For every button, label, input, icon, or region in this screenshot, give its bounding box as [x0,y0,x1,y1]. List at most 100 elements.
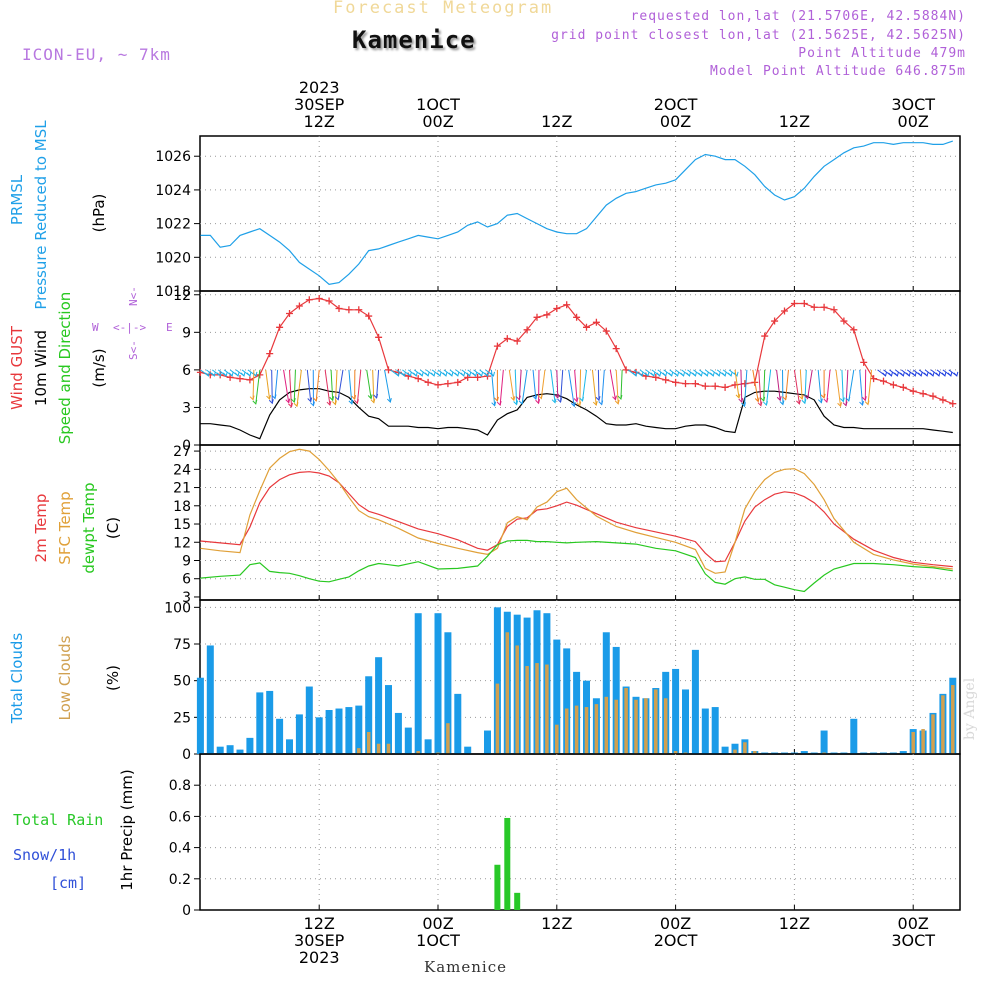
wind-arrow-head [686,371,692,377]
wind-arrow [499,369,504,406]
wind-arrow-head [674,371,680,377]
gust-point [899,383,907,391]
gust-point [949,400,957,408]
wind-arrow [366,369,372,399]
wind-arrow-head [351,394,357,401]
wind-arrow-head [510,396,516,402]
clouds-bar-total-clouds [256,692,264,754]
top-time-label: 12Z [779,112,810,131]
wind-arrow [252,369,255,400]
gust-point [583,323,590,331]
wind-arrow-head [271,394,277,400]
pressure-series-label: PRMSL [8,174,26,225]
product-title: Forecast Meteogram [333,0,554,18]
gust-point [414,375,422,383]
gust-point [493,342,501,350]
wind-arrow-head [491,401,497,407]
gust-point [919,390,927,398]
wind-arrow-head [861,396,867,402]
clouds-bar-low-clouds [733,749,737,754]
dewpt-series-label: dewpt Temp [80,482,98,573]
pressure-frame [199,135,961,292]
gust-point [711,382,719,390]
wind-arrow-head [418,371,424,377]
wind-arrow-head [953,371,959,377]
wind-arrow [265,369,271,400]
wind-arrow-head [290,397,296,404]
clouds-bar-total-clouds [375,657,383,754]
wind-ytick-label: 9 [182,325,191,341]
gridpoint-coords: grid point closest lon,lat (21.5625E, 42… [551,28,966,43]
clouds-bar-total-clouds [325,710,333,754]
wind-arrow-head [312,396,318,402]
wind-arrow-head [715,371,721,377]
clouds-bar-total-clouds [484,730,491,754]
wind-ytick-label: 3 [182,400,191,416]
wind-arrow-head [252,399,258,405]
clouds-bar-total-clouds [899,751,907,754]
gust-point [454,378,462,386]
pressure-line-prmsl [200,140,953,285]
clouds-bar-total-clouds [286,739,293,754]
precip-unit-label: 1hr Precip (mm) [118,769,136,890]
total-clouds-label: Total Clouds [8,633,26,725]
wind-arrow-head [424,371,430,377]
wind-arrow-head [466,371,472,377]
wind-arrow [793,369,800,404]
wind-arrow [283,369,290,403]
wind-arrow-head [407,371,412,377]
wind-arrow-head [367,394,373,400]
gust-point [880,377,887,385]
pressure-ytick-label: 1022 [155,217,191,233]
clouds-bar-total-clouds [682,689,689,754]
wind-arrow [293,369,296,403]
wind-arrow-head [760,396,766,402]
bottom-time-label: 00Z [898,914,929,933]
wind-arrow-head [698,371,703,377]
gust-point [691,380,699,388]
wind-arrow [514,369,518,405]
gust-point [286,310,293,318]
gust-point [741,380,749,388]
compass-west: W [92,321,99,334]
wind-arrow-head [612,395,617,401]
pressure-ytick-label: 1026 [155,149,191,165]
wind-arrow-head [842,401,848,407]
wind-arrow [490,369,496,406]
wind-arrow [330,369,334,401]
wind-arrow [734,369,740,398]
clouds-bar-total-clouds [365,676,373,754]
clouds-bar-total-clouds [345,707,353,754]
bottom-time-label: 12Z [304,914,335,933]
top-time-label: 00Z [898,112,929,131]
wind-arrow [521,369,528,404]
wind-arrow-head [900,371,905,377]
wind-arrow-head [798,394,804,401]
wind-desc-label: Speed and Direction [56,292,74,445]
pressure-ytick-label: 1020 [155,250,191,266]
clouds-bar-total-clouds [206,645,214,754]
wind-arrow-head [373,393,379,399]
gust-point [563,301,571,309]
wind-arrow-head [412,371,418,377]
clouds-bar-total-clouds [315,717,323,754]
clouds-bar-total-clouds [711,707,719,754]
gust-point [662,376,670,384]
gust-point [672,378,680,386]
temperature-ytick-label: 21 [173,481,191,497]
wind-arrow [765,369,772,406]
wind-arrow [609,369,616,400]
wind-arrow-head [668,371,674,377]
gust-point [513,337,521,345]
wind-arrow [845,369,849,406]
top-time-label: 1OCT [416,95,460,114]
wind-arrow-head [818,398,823,404]
wind-arrow [556,369,559,398]
precip-ytick-label: 0 [182,903,191,919]
wind-arrow-head [448,371,454,377]
wind-arrow-head [370,398,376,404]
wind-arrow-head [348,399,354,405]
wind-arrow [752,369,759,402]
clouds-bar-total-clouds [335,708,343,754]
wind-arrow [334,369,338,405]
